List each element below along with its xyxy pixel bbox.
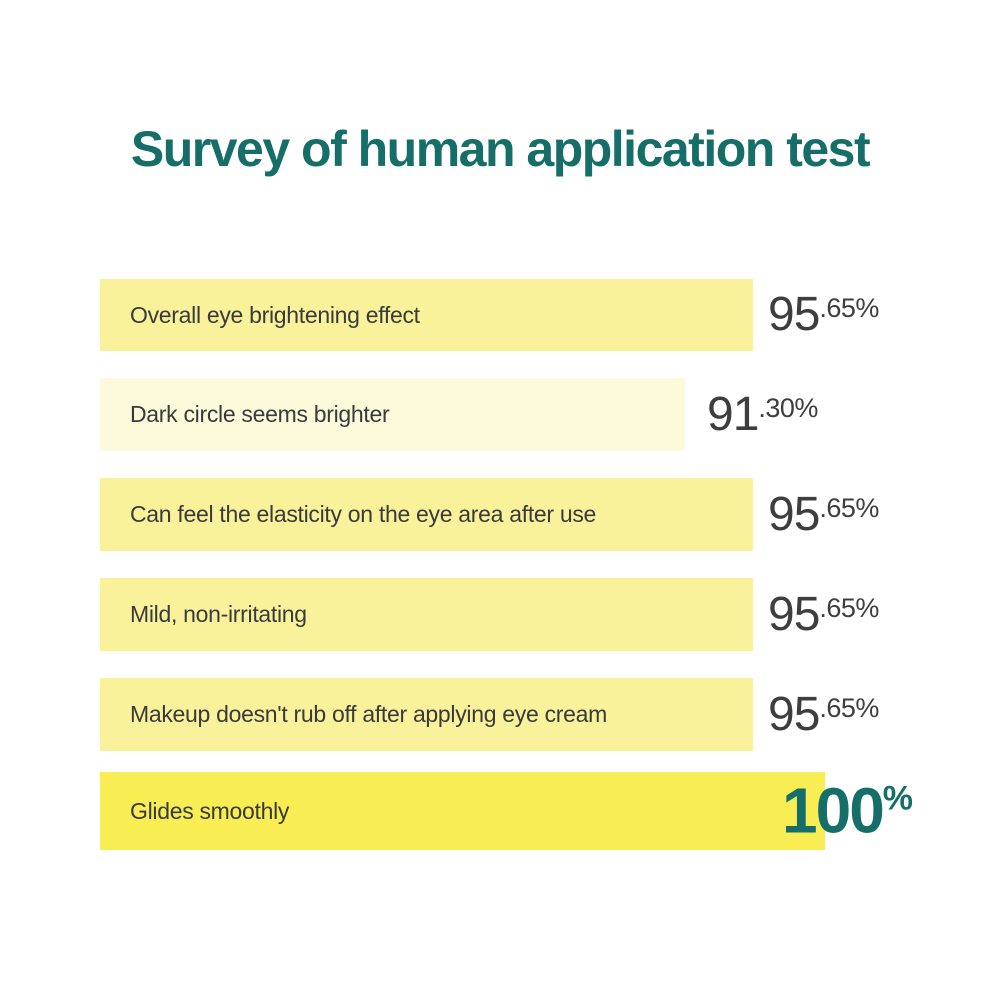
value-integer: 100 xyxy=(782,774,885,847)
bar-label: Glides smoothly xyxy=(130,797,290,824)
value-fraction: .65% xyxy=(819,492,879,523)
value-fraction: % xyxy=(882,779,913,818)
bar-fill: Overall eye brightening effect xyxy=(100,279,753,351)
bar-value: 100% xyxy=(782,774,913,847)
bar-label: Mild, non-irritating xyxy=(130,601,307,627)
survey-row-dark-circle: Dark circle seems brighter 91.30% xyxy=(100,378,980,451)
bar-fill: Glides smoothly xyxy=(100,772,825,850)
bar-fill: Makeup doesn't rub off after applying ey… xyxy=(100,678,753,751)
value-fraction: .30% xyxy=(758,392,818,423)
bar-label: Dark circle seems brighter xyxy=(130,401,390,427)
bar-value: 95.65% xyxy=(768,687,879,741)
bar-value: 95.65% xyxy=(768,487,879,541)
bar-label: Can feel the elasticity on the eye area … xyxy=(130,501,597,527)
bar-label: Makeup doesn't rub off after applying ey… xyxy=(130,701,607,727)
value-integer: 95 xyxy=(768,687,820,741)
value-integer: 95 xyxy=(768,487,820,541)
value-integer: 95 xyxy=(768,287,820,341)
survey-row-mild: Mild, non-irritating 95.65% xyxy=(100,578,980,651)
survey-row-makeup: Makeup doesn't rub off after applying ey… xyxy=(100,678,980,751)
page-title: Survey of human application test xyxy=(130,121,871,177)
survey-row-overall-brightening: Overall eye brightening effect 95.65% xyxy=(100,279,980,351)
bar-value: 91.30% xyxy=(707,387,818,441)
survey-row-glides-smoothly: Glides smoothly 100% xyxy=(100,772,980,850)
bar-label: Overall eye brightening effect xyxy=(130,301,420,328)
bar-fill: Can feel the elasticity on the eye area … xyxy=(100,478,753,551)
bar-value: 95.65% xyxy=(768,287,879,341)
value-integer: 91 xyxy=(707,387,759,441)
value-fraction: .65% xyxy=(819,292,879,323)
value-fraction: .65% xyxy=(819,692,879,723)
survey-row-elasticity: Can feel the elasticity on the eye area … xyxy=(100,478,980,551)
bar-fill: Dark circle seems brighter xyxy=(100,378,685,451)
bar-fill: Mild, non-irritating xyxy=(100,578,753,651)
value-integer: 95 xyxy=(768,587,820,641)
value-fraction: .65% xyxy=(819,592,879,623)
bar-value: 95.65% xyxy=(768,587,879,641)
